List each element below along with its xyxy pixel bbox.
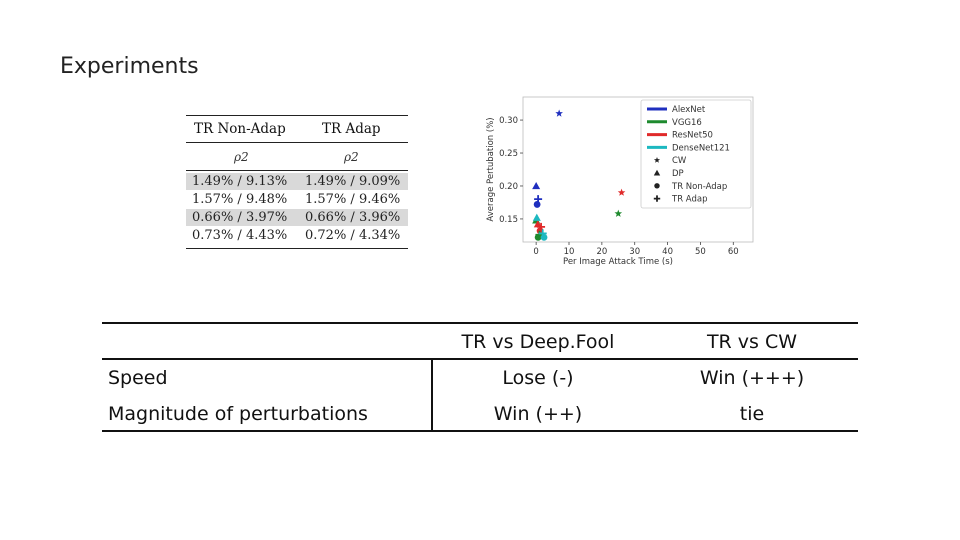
table-row: 0.73% / 4.43% 0.72% / 4.34%: [186, 227, 408, 244]
legend-label: AlexNet: [672, 105, 706, 115]
scatter-chart: 0 10 20 30 40 50 60 0.15 0.20 0.25 0.30 Per Image A…: [486, 96, 754, 267]
data-point-plus: [538, 229, 547, 238]
legend-label: TR Adap: [671, 195, 707, 205]
x-tick-label: 10: [564, 247, 575, 257]
comparison-top-rule: [102, 322, 858, 324]
table-cell: 0.72% / 4.34%: [305, 228, 401, 243]
slide-title: Experiments: [60, 54, 199, 79]
table-cell: 1.57% / 9.48%: [192, 192, 288, 207]
table-row: 1.57% / 9.48% 1.57% / 9.46%: [186, 191, 408, 208]
y-tick-label: 0.30: [499, 116, 518, 126]
table-cell: 1.57% / 9.46%: [305, 192, 401, 207]
x-axis-label: Per Image Attack Time (s): [563, 257, 673, 267]
cell-magnitude-deepfool: Win (++): [493, 403, 583, 425]
data-point-plus: [534, 195, 543, 204]
x-tick-label: 40: [662, 247, 673, 257]
y-axis-label: Average Pertubation (%): [486, 117, 496, 221]
legend-label: TR Non-Adap: [671, 182, 727, 192]
y-tick-label: 0.25: [499, 149, 518, 159]
y-tick-label: 0.15: [499, 215, 518, 225]
table-cell: 1.49% / 9.09%: [305, 174, 401, 189]
cell-speed-deepfool: Lose (-): [502, 367, 574, 389]
cell-speed-cw: Win (+++): [699, 367, 805, 389]
legend-label: VGG16: [672, 118, 702, 128]
x-tick-label: 20: [596, 247, 607, 257]
row-label-magnitude: Magnitude of perturbations: [108, 403, 368, 425]
y-tick-label: 0.20: [499, 182, 518, 192]
legend-plus-marker: [653, 195, 661, 202]
table-row: 1.49% / 9.13% 1.49% / 9.09%: [186, 173, 408, 190]
legend-label: ResNet50: [672, 131, 713, 141]
data-point-star: [555, 109, 563, 117]
x-tick-label: 60: [728, 247, 739, 257]
data-point-star: [614, 209, 623, 217]
table-row: 0.66% / 3.97% 0.66% / 3.96%: [186, 209, 408, 226]
data-point-triangle: [532, 213, 541, 221]
comparison-bottom-rule: [102, 430, 858, 432]
comparison-column-divider: [431, 358, 433, 432]
legend-label: CW: [672, 156, 687, 166]
data-point-circle: [533, 201, 541, 208]
data-point-plus: [537, 222, 546, 231]
comparison-table: TR vs Deep.Fool TR vs CW Speed Lose (-) …: [102, 322, 858, 434]
legend-star-marker: [653, 157, 661, 163]
x-tick-label: 0: [533, 247, 538, 257]
table-cell: 0.66% / 3.97%: [192, 210, 288, 225]
x-tick-label: 30: [629, 247, 640, 257]
table-cell: 0.73% / 4.43%: [192, 228, 288, 243]
row-label-speed: Speed: [108, 367, 168, 389]
table-bottom-rule: [186, 248, 408, 249]
subheader-rho-2: ρ2: [344, 150, 359, 164]
legend-label: DP: [672, 169, 684, 179]
table-header-rule: [186, 142, 408, 143]
legend-label: DenseNet121: [672, 143, 730, 153]
header-tr-vs-deepfool: TR vs Deep.Fool: [461, 331, 615, 353]
header-tr-adap: TR Adap: [322, 121, 381, 137]
table-cell: 0.66% / 3.96%: [305, 210, 401, 225]
header-tr-non-adap: TR Non-Adap: [194, 121, 286, 137]
legend-circle-marker: [654, 183, 660, 189]
data-point-triangle: [532, 181, 541, 190]
comparison-header-rule: [102, 358, 858, 360]
header-tr-vs-cw: TR vs CW: [706, 331, 798, 353]
subheader-rho-1: ρ2: [234, 150, 249, 164]
legend-triangle-marker: [653, 169, 661, 176]
table-mid-rule: [186, 170, 408, 171]
legend-box: [640, 99, 752, 209]
x-tick-label: 50: [695, 247, 706, 257]
data-point-star: [617, 188, 626, 196]
data-point-triangle: [533, 220, 542, 228]
table-cell: 1.49% / 9.13%: [192, 174, 288, 189]
table-top-rule: [186, 115, 408, 116]
cell-magnitude-cw: tie: [739, 403, 765, 425]
